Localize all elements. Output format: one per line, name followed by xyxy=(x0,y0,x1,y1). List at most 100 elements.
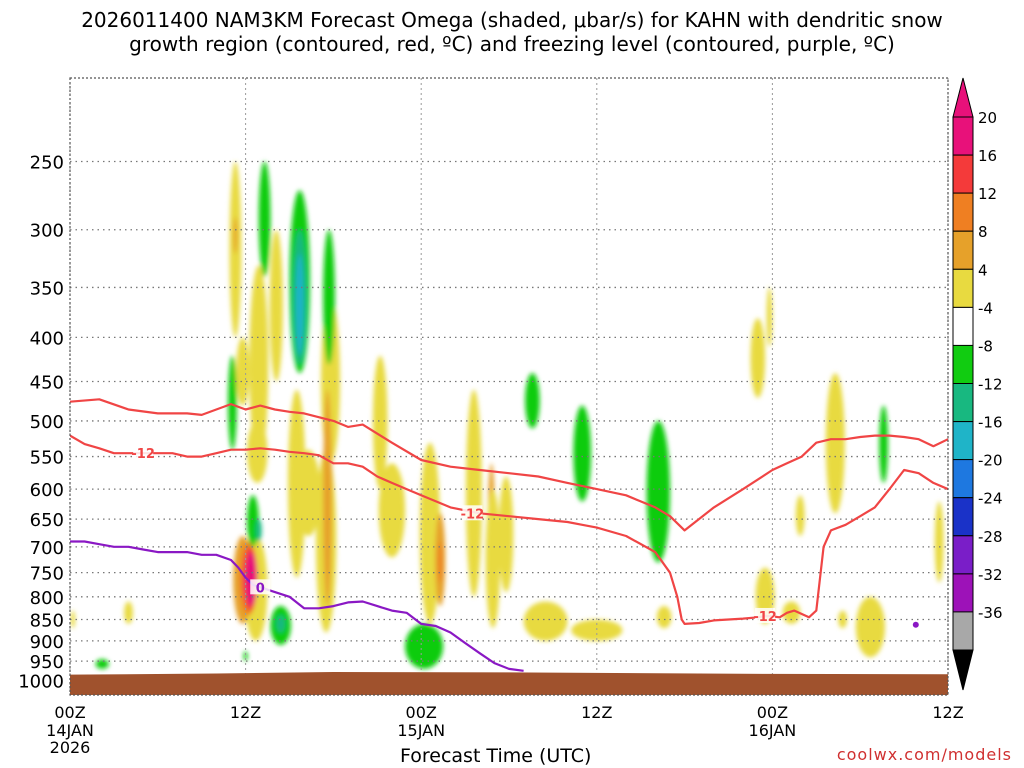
omega-positive-region xyxy=(296,449,321,536)
dgz_bottom-contour xyxy=(70,434,948,625)
x-tick-sublabel: 16JAN xyxy=(749,721,797,740)
omega-negative-region xyxy=(276,615,286,633)
x-axis-title: Forecast Time (UTC) xyxy=(400,745,592,767)
colorbar-label: -24 xyxy=(978,490,1003,508)
omega-positive-region xyxy=(795,495,805,536)
plot-background xyxy=(70,78,948,695)
y-tick-label: 700 xyxy=(30,538,64,559)
y-tick-label: 500 xyxy=(30,412,64,433)
x-tick-label: 12Z xyxy=(230,703,261,722)
colorbar-bin xyxy=(952,497,974,537)
colorbar-bin xyxy=(952,383,974,423)
omega-negative-region xyxy=(243,651,248,662)
omega-positive-region xyxy=(766,287,773,347)
omega-negative-region xyxy=(258,161,271,277)
y-tick-label: 900 xyxy=(30,632,64,653)
x-tick-label: 12Z xyxy=(932,703,963,722)
omega-positive-region xyxy=(419,442,441,624)
y-tick-label: 350 xyxy=(30,278,64,299)
x-tick-sublabel: 2026 xyxy=(50,738,91,757)
y-tick-label: 850 xyxy=(30,611,64,632)
y-axis: 2503003504004505005506006507007508008509… xyxy=(18,153,64,693)
y-tick-label: 300 xyxy=(30,221,64,242)
omega-positive-region xyxy=(750,318,766,398)
credit-text: coolwx.com/models xyxy=(836,745,1012,764)
freezing_level-contour xyxy=(70,540,524,672)
omega-negative-region xyxy=(323,229,335,365)
omega-positive-region xyxy=(656,606,672,629)
colorbar-bin xyxy=(952,192,974,232)
colorbar-label: -12 xyxy=(978,376,1003,394)
omega-negative-region xyxy=(295,253,304,356)
colorbar-bin xyxy=(952,611,974,651)
omega-positive-region xyxy=(233,217,238,254)
omega-positive-region xyxy=(485,489,501,629)
colorbar-label: 4 xyxy=(978,261,988,279)
omega-negative-region xyxy=(255,519,262,542)
y-tick-label: 250 xyxy=(30,153,64,174)
plot-border xyxy=(69,77,949,696)
omega-positive-region xyxy=(498,476,514,593)
omega-negative-region xyxy=(525,373,540,429)
colorbar-label: -4 xyxy=(978,299,993,317)
grid-lines xyxy=(69,78,949,695)
y-tick-label: 600 xyxy=(30,480,64,501)
x-tick-label: 12Z xyxy=(581,703,612,722)
chart-title-line-1: 2026011400 NAM3KM Forecast Omega (shaded… xyxy=(81,8,943,32)
colorbar-label: 12 xyxy=(978,185,997,203)
omega-positive-region xyxy=(571,619,623,641)
omega-positive-region xyxy=(378,463,406,558)
colorbar-bin xyxy=(952,573,974,613)
terrain-below-ground xyxy=(70,671,948,695)
colorbar-label: 8 xyxy=(978,223,988,241)
omega-positive-region xyxy=(855,596,886,658)
omega-positive-region xyxy=(249,265,269,464)
colorbar-bin xyxy=(952,154,974,194)
omega-negative-region xyxy=(228,355,237,450)
omega-positive-region xyxy=(269,229,283,382)
colorbar-top-triangle xyxy=(952,77,974,118)
colorbar-label: -16 xyxy=(978,414,1003,432)
colorbar-label: -20 xyxy=(978,452,1003,470)
colorbar-bin xyxy=(952,535,974,575)
y-tick-label: 800 xyxy=(30,588,64,609)
omega-positive-region xyxy=(323,389,332,607)
y-tick-label: 650 xyxy=(30,510,64,531)
freezing-level-point xyxy=(912,621,919,628)
omega-positive-region xyxy=(825,373,845,514)
dgz-bottom-label: -12 xyxy=(461,507,485,522)
omega-positive-region xyxy=(124,601,133,624)
omega-positive-region xyxy=(236,337,250,406)
omega-negative-region xyxy=(646,420,670,563)
x-tick-label: 00Z xyxy=(54,703,85,722)
colorbar-label: 20 xyxy=(978,109,997,127)
colorbar-label: -28 xyxy=(978,528,1003,546)
contour-lines: -12 -12 -12 0 xyxy=(70,398,948,672)
omega-positive-region xyxy=(934,501,944,583)
omega-negative-region xyxy=(879,405,888,483)
x-tick-label: 00Z xyxy=(406,703,437,722)
colorbar-bin xyxy=(952,268,974,308)
omega-positive-region xyxy=(288,389,306,578)
colorbar-label: -8 xyxy=(978,337,993,355)
colorbar-bin xyxy=(952,459,974,499)
omega-positive-region xyxy=(247,420,268,483)
colorbar-label: -36 xyxy=(978,604,1003,622)
freezing-level-label: 0 xyxy=(256,581,265,596)
plot-frame xyxy=(69,77,949,696)
colorbar-legend: 20 16 12 8 4 -4 -8 -12 -16 -20 -24 -28 -32 -36 xyxy=(952,77,1003,691)
omega-positive-region xyxy=(523,601,568,641)
y-tick-label: 550 xyxy=(30,448,64,469)
omega-positive-region xyxy=(838,610,847,629)
colorbar-label: -32 xyxy=(978,566,1003,584)
dgz-bottom-label: -12 xyxy=(131,447,155,462)
colorbar-bin xyxy=(952,116,974,156)
omega-negative-region xyxy=(247,495,259,547)
plot-area xyxy=(70,78,948,695)
omega-negative-region xyxy=(573,405,591,502)
omega-positive-region xyxy=(438,541,443,583)
omega-positive-region xyxy=(70,610,76,629)
y-tick-label: 750 xyxy=(30,564,64,585)
